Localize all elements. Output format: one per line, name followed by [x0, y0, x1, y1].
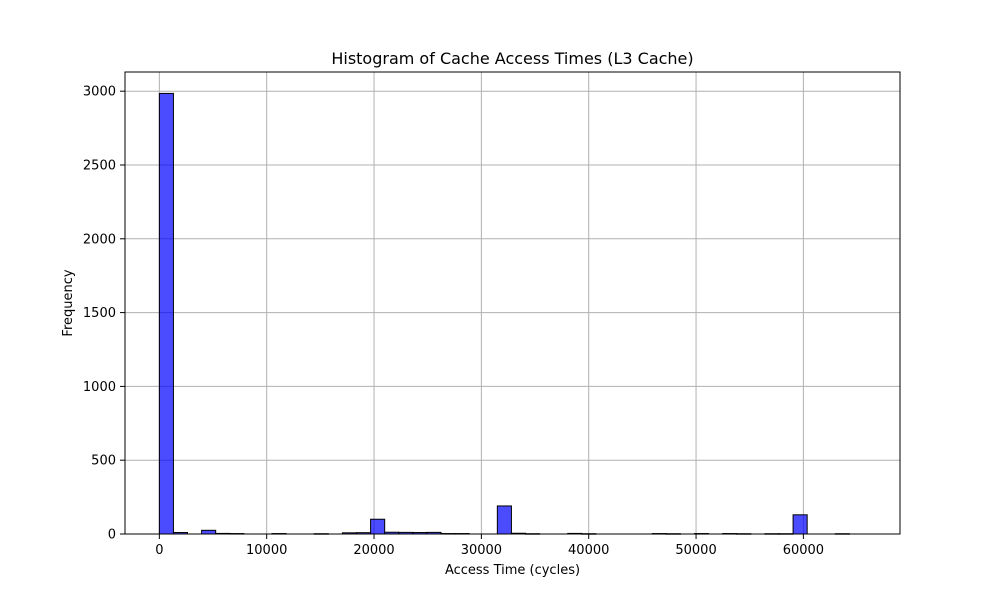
x-tick-label: 50000: [675, 543, 716, 558]
x-tick-label: 30000: [461, 543, 502, 558]
x-tick-label: 20000: [353, 543, 394, 558]
x-tick-label: 40000: [568, 543, 609, 558]
x-axis-label: Access Time (cycles): [445, 563, 580, 578]
histogram-bar: [496, 505, 512, 535]
y-tick-label: 1500: [83, 306, 116, 321]
y-tick-label: 500: [91, 454, 116, 469]
histogram-bar: [370, 518, 386, 535]
y-tick-label: 0: [108, 528, 116, 543]
axis-ticks: 0 10000 20000 30000 40000 50000 60000 0 500 1000 1…: [83, 85, 824, 558]
histogram-bars: [158, 92, 850, 535]
y-tick-label: 1000: [83, 380, 116, 395]
y-tick-label: 2500: [83, 158, 116, 173]
histogram-bar: [792, 514, 808, 535]
x-tick-label: 60000: [783, 543, 824, 558]
y-tick-label: 3000: [83, 85, 116, 100]
x-tick-label: 10000: [246, 543, 287, 558]
histogram-bar: [201, 529, 217, 535]
plot-area-frame: [124, 71, 901, 535]
y-tick-label: 2000: [83, 232, 116, 247]
histogram-bar: [158, 92, 174, 535]
y-axis-label: Frequency: [61, 269, 76, 336]
x-tick-label: 0: [155, 543, 163, 558]
chart-title: Histogram of Cache Access Times (L3 Cach…: [331, 49, 693, 68]
